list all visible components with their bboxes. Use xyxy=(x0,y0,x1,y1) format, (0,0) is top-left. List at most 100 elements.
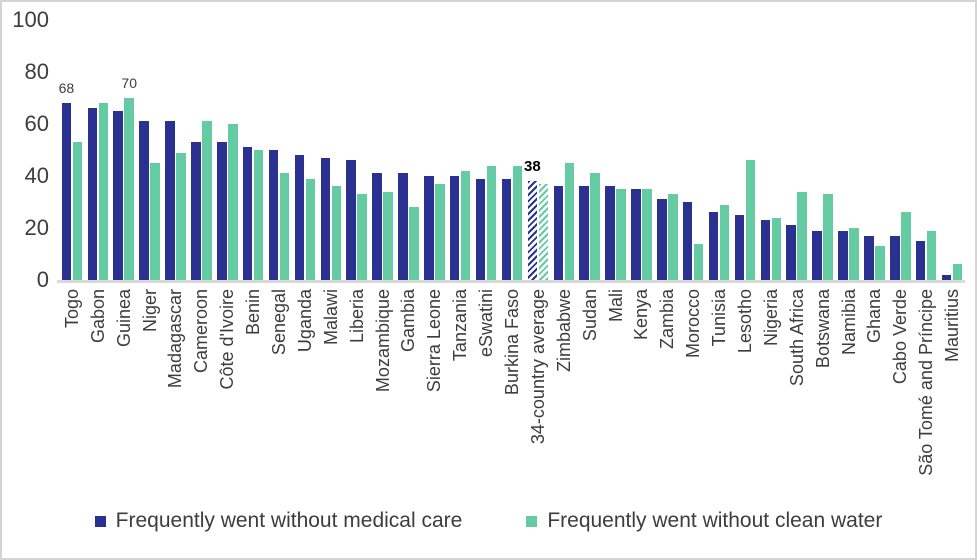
bar-clean-water-liberia xyxy=(357,194,367,280)
bar-clean-water-eswatini xyxy=(486,165,497,280)
bar-clean-water-senegal xyxy=(279,173,290,280)
x-axis-label-malawi: Malawi xyxy=(320,289,341,346)
bar-medical-care-senegal xyxy=(268,150,279,280)
bar-clean-water-south-africa xyxy=(797,191,807,280)
bar-medical-care-gambia xyxy=(398,173,408,280)
x-axis-label-ghana: Ghana xyxy=(864,289,885,344)
x-axis-label-benin: Benin xyxy=(243,289,264,336)
bar-clean-water-cabo-verde xyxy=(901,212,911,280)
x-axis-label-mali: Mali xyxy=(605,289,626,323)
x-axis-label-morocco: Morocco xyxy=(683,289,704,359)
legend-swatch-medical-care xyxy=(94,515,106,527)
x-axis-label-burkina-faso: Burkina Faso xyxy=(502,289,522,396)
bar-medical-care-zimbabwe xyxy=(553,186,564,280)
legend-item-clean-water: Frequently went without clean water xyxy=(526,509,882,533)
bar-medical-care-benin xyxy=(242,147,253,280)
bar-clean-water-sudan xyxy=(590,173,600,280)
x-axis-label-sierra-leone: Sierra Leone xyxy=(424,289,445,393)
data-label-34-country-average: 38 xyxy=(524,158,541,176)
bar-clean-water-guinea xyxy=(124,98,134,280)
x-axis-label-togo: Togo xyxy=(61,289,82,329)
bar-clean-water-kenya xyxy=(642,189,652,280)
x-axis-label-tanzania: Tanzania xyxy=(450,289,471,362)
legend: Frequently went without medical care Fre… xyxy=(2,509,975,533)
x-axis-label-namibia: Namibia xyxy=(838,289,859,356)
bar-medical-care-burkina-faso xyxy=(501,178,512,280)
bar-medical-care-niger xyxy=(139,121,149,280)
legend-swatch-clean-water xyxy=(526,515,538,527)
x-axis-label-c-te-d-ivoire: Côte d'Ivoire xyxy=(217,289,238,390)
bar-clean-water-madagascar xyxy=(176,152,186,280)
bar-clean-water-uganda xyxy=(305,178,316,280)
y-axis-tick-20: 20 xyxy=(24,215,49,240)
x-axis-label-mozambique: Mozambique xyxy=(372,289,393,393)
x-axis-label-zimbabwe: Zimbabwe xyxy=(553,289,574,373)
x-axis-label-botswana: Botswana xyxy=(812,289,833,369)
bar-medical-care-morocco xyxy=(682,202,693,280)
bar-medical-care-uganda xyxy=(294,155,305,280)
bar-medical-care-botswana xyxy=(812,230,822,280)
legend-label-clean-water: Frequently went without clean water xyxy=(547,509,883,532)
bar-medical-care-cabo-verde xyxy=(890,235,900,280)
legend-label-medical-care: Frequently went without medical care xyxy=(115,509,463,532)
data-label-guinea: 70 xyxy=(121,75,137,91)
bar-medical-care-nigeria xyxy=(760,220,771,280)
bar-clean-water-34-country-average xyxy=(538,183,549,280)
bar-clean-water-zimbabwe xyxy=(564,163,575,280)
x-axis-label-madagascar: Madagascar xyxy=(165,289,186,389)
bar-medical-care-south-africa xyxy=(786,225,796,280)
bar-medical-care-kenya xyxy=(631,189,641,280)
bar-clean-water-gabon xyxy=(98,103,109,280)
x-axis-label-zambia: Zambia xyxy=(657,289,678,350)
y-axis-tick-100: 100 xyxy=(12,7,49,32)
bar-clean-water-c-te-d-ivoire xyxy=(228,124,238,280)
x-axis-label-gambia: Gambia xyxy=(398,289,419,353)
bar-clean-water-cameroon xyxy=(202,121,212,280)
bar-medical-care-gabon xyxy=(87,108,98,280)
y-axis-tick-80: 80 xyxy=(24,59,49,84)
y-axis-tick-40: 40 xyxy=(24,163,49,188)
bar-medical-care-eswatini xyxy=(475,178,486,280)
bar-clean-water-togo xyxy=(72,142,83,280)
bar-medical-care-tanzania xyxy=(449,176,460,280)
x-axis-line xyxy=(57,280,965,283)
bar-clean-water-tanzania xyxy=(460,170,471,280)
bar-medical-care-madagascar xyxy=(165,121,175,280)
bar-clean-water-mali xyxy=(616,189,626,280)
bar-medical-care-34-country-average xyxy=(527,181,538,280)
x-axis-label-uganda: Uganda xyxy=(294,289,315,353)
x-axis-label-s-o-tom-and-pr-ncipe: São Tomé and Príncipe xyxy=(916,289,937,476)
bar-clean-water-mozambique xyxy=(383,191,393,280)
bar-clean-water-lesotho xyxy=(745,160,756,280)
bar-medical-care-guinea xyxy=(113,111,123,280)
bar-medical-care-liberia xyxy=(346,160,356,280)
bar-clean-water-nigeria xyxy=(771,217,782,280)
legend-item-medical-care: Frequently went without medical care xyxy=(94,509,463,533)
bar-medical-care-tunisia xyxy=(708,212,719,280)
x-axis-label-cameroon: Cameroon xyxy=(191,289,212,374)
bar-medical-care-s-o-tom-and-pr-ncipe xyxy=(915,241,926,280)
x-axis-label-south-africa: South Africa xyxy=(786,289,807,387)
bar-medical-care-mauritius xyxy=(941,274,952,280)
bar-medical-care-mali xyxy=(605,186,615,280)
bar-clean-water-benin xyxy=(253,150,264,280)
bar-clean-water-gambia xyxy=(409,207,419,280)
x-axis-label-sudan: Sudan xyxy=(579,289,600,342)
x-axis-label-kenya: Kenya xyxy=(631,289,652,341)
y-axis-tick-0: 0 xyxy=(36,267,49,292)
bar-clean-water-botswana xyxy=(823,194,833,280)
bar-medical-care-zambia xyxy=(657,199,667,280)
bar-medical-care-mozambique xyxy=(372,173,382,280)
bar-clean-water-namibia xyxy=(849,228,859,280)
bar-clean-water-s-o-tom-and-pr-ncipe xyxy=(926,230,937,280)
y-axis-tick-60: 60 xyxy=(24,111,49,136)
bar-clean-water-ghana xyxy=(875,246,885,280)
bar-clean-water-malawi xyxy=(331,186,342,280)
bar-clean-water-sierra-leone xyxy=(435,183,445,280)
bar-medical-care-cameroon xyxy=(191,142,201,280)
x-axis-label-gabon: Gabon xyxy=(87,289,108,344)
bar-medical-care-togo xyxy=(61,103,72,280)
x-axis-label-mauritius: Mauritius xyxy=(942,289,963,363)
x-axis-label-lesotho: Lesotho xyxy=(734,289,755,354)
